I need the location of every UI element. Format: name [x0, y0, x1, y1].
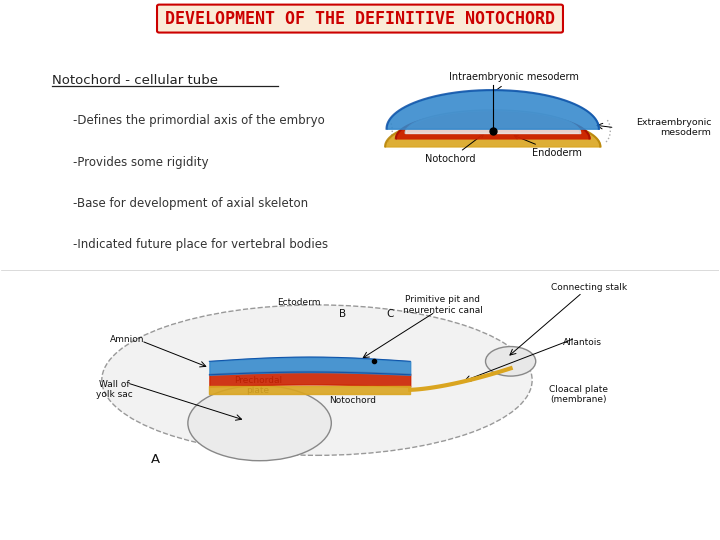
- Text: -Base for development of axial skeleton: -Base for development of axial skeleton: [73, 197, 308, 210]
- Text: Connecting stalk: Connecting stalk: [552, 283, 628, 292]
- Text: Amnion: Amnion: [109, 335, 144, 345]
- Text: Extraembryonic
mesoderm: Extraembryonic mesoderm: [636, 118, 711, 137]
- Text: B: B: [338, 309, 346, 319]
- Text: Notochord: Notochord: [425, 134, 484, 165]
- Text: DEVELOPMENT OF THE DEFINITIVE NOTOCHORD: DEVELOPMENT OF THE DEFINITIVE NOTOCHORD: [165, 10, 555, 28]
- Ellipse shape: [485, 347, 536, 376]
- Text: Ectoderm: Ectoderm: [277, 298, 321, 307]
- Text: C: C: [387, 309, 394, 319]
- Text: -Indicated future place for vertebral bodies: -Indicated future place for vertebral bo…: [73, 238, 328, 251]
- Text: -Provides some rigidity: -Provides some rigidity: [73, 156, 209, 168]
- Text: Notochord: Notochord: [329, 395, 377, 404]
- Text: Intraembryonic mesoderm: Intraembryonic mesoderm: [449, 72, 579, 91]
- Text: Wall of
yolk sac: Wall of yolk sac: [96, 380, 133, 399]
- Text: A: A: [151, 453, 160, 465]
- Ellipse shape: [188, 386, 331, 461]
- Text: -Defines the primordial axis of the embryo: -Defines the primordial axis of the embr…: [73, 114, 325, 127]
- Text: Endoderm: Endoderm: [514, 135, 582, 158]
- Text: Allantois: Allantois: [563, 338, 602, 347]
- FancyBboxPatch shape: [157, 5, 563, 32]
- Text: Cloacal plate
(membrane): Cloacal plate (membrane): [549, 385, 608, 404]
- Ellipse shape: [102, 305, 532, 455]
- Text: Primitive pit and
neurenteric canal: Primitive pit and neurenteric canal: [402, 295, 482, 315]
- Text: Prechordal
plate: Prechordal plate: [234, 376, 282, 395]
- Text: Notochord - cellular tube: Notochord - cellular tube: [52, 74, 217, 87]
